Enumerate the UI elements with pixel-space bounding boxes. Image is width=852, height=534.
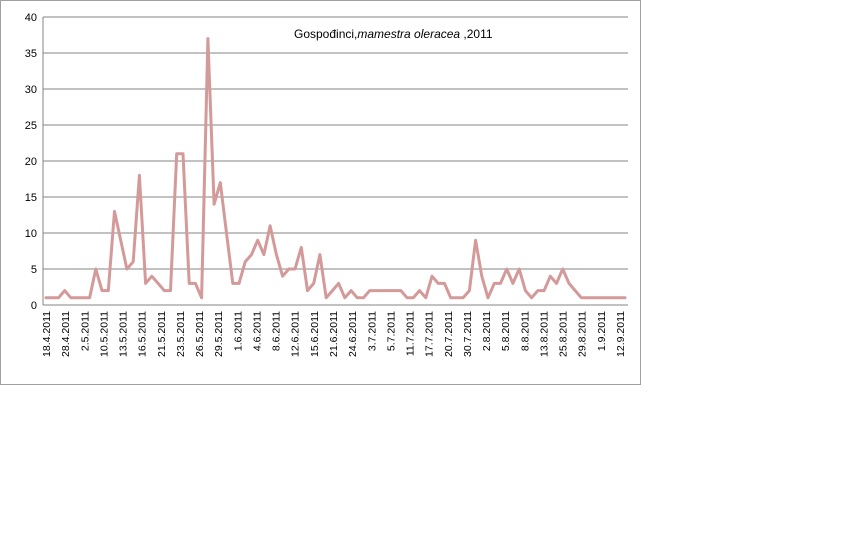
x-tick-label: 1.9.2011 bbox=[596, 311, 608, 351]
x-tick-label: 4.6.2011 bbox=[251, 311, 263, 351]
x-tick-label: 12.9.2011 bbox=[615, 311, 627, 357]
x-tick-label: 20.7.2011 bbox=[443, 311, 455, 357]
x-tick-label: 10.5.2011 bbox=[98, 311, 110, 357]
y-tick-label: 10 bbox=[25, 228, 37, 240]
x-tick-label: 16.5.2011 bbox=[137, 311, 149, 357]
y-tick-label: 40 bbox=[25, 12, 37, 24]
x-tick-label: 11.7.2011 bbox=[405, 311, 417, 356]
x-tick-label: 5.7.2011 bbox=[385, 311, 397, 351]
x-tick-label: 2.8.2011 bbox=[481, 311, 493, 351]
x-tick-labels: 18.4.2011 28.4.2011 2.5.2011 10.5.2011 13.5.… bbox=[41, 311, 627, 357]
x-tick-label: 21.5.2011 bbox=[156, 311, 168, 357]
x-tick-label: 1.6.2011 bbox=[232, 311, 244, 351]
x-tick-label: 23.5.2011 bbox=[175, 311, 187, 357]
x-tick-label: 5.8.2011 bbox=[500, 311, 512, 351]
chart-frame: 0 5 10 15 20 25 30 35 40 18.4.2011 28.4.2011 2.5.2… bbox=[0, 0, 641, 385]
x-tick-label: 17.7.2011 bbox=[424, 311, 436, 357]
x-tick-label: 8.6.2011 bbox=[271, 311, 283, 351]
y-tick-label: 30 bbox=[25, 84, 37, 96]
x-tick-label: 15.6.2011 bbox=[309, 311, 321, 357]
x-tick-label: 26.5.2011 bbox=[194, 311, 206, 357]
x-tick-label: 21.6.2011 bbox=[328, 311, 340, 357]
x-tick-label: 29.8.2011 bbox=[577, 311, 589, 357]
chart-title: Gospođinci,mamestra oleracea ,2011 bbox=[294, 27, 493, 41]
x-tick-label: 3.7.2011 bbox=[366, 311, 378, 351]
x-tick-label: 13.8.2011 bbox=[538, 311, 550, 357]
axes bbox=[42, 17, 628, 306]
x-tick-label: 12.6.2011 bbox=[290, 311, 302, 357]
title-plain: Gospođinci, bbox=[294, 27, 357, 41]
x-tick-label: 18.4.2011 bbox=[41, 311, 53, 357]
y-tick-labels: 0 5 10 15 20 25 30 35 40 bbox=[25, 12, 37, 312]
x-tick-label: 29.5.2011 bbox=[213, 311, 225, 357]
title-italic: mamestra oleracea bbox=[357, 27, 460, 41]
y-tick-label: 20 bbox=[25, 156, 37, 168]
x-tick-label: 13.5.2011 bbox=[118, 311, 130, 357]
x-tick-label: 30.7.2011 bbox=[462, 311, 474, 357]
y-tick-label: 5 bbox=[31, 264, 37, 276]
x-tick-label: 24.6.2011 bbox=[347, 311, 359, 357]
x-tick-label: 28.4.2011 bbox=[60, 311, 72, 357]
y-tick-label: 35 bbox=[25, 48, 37, 60]
title-suffix: ,2011 bbox=[460, 27, 493, 41]
x-tick-label: 8.8.2011 bbox=[519, 311, 531, 351]
y-tick-label: 0 bbox=[31, 300, 37, 312]
x-tick-label: 25.8.2011 bbox=[558, 311, 570, 357]
line-chart: 0 5 10 15 20 25 30 35 40 18.4.2011 28.4.2011 2.5.2… bbox=[25, 12, 628, 357]
y-tick-label: 15 bbox=[25, 192, 37, 204]
y-tick-label: 25 bbox=[25, 120, 37, 132]
series-layer bbox=[44, 37, 627, 300]
series-line bbox=[44, 37, 627, 300]
grid-lines bbox=[43, 16, 628, 270]
x-tick-label: 2.5.2011 bbox=[79, 311, 91, 351]
